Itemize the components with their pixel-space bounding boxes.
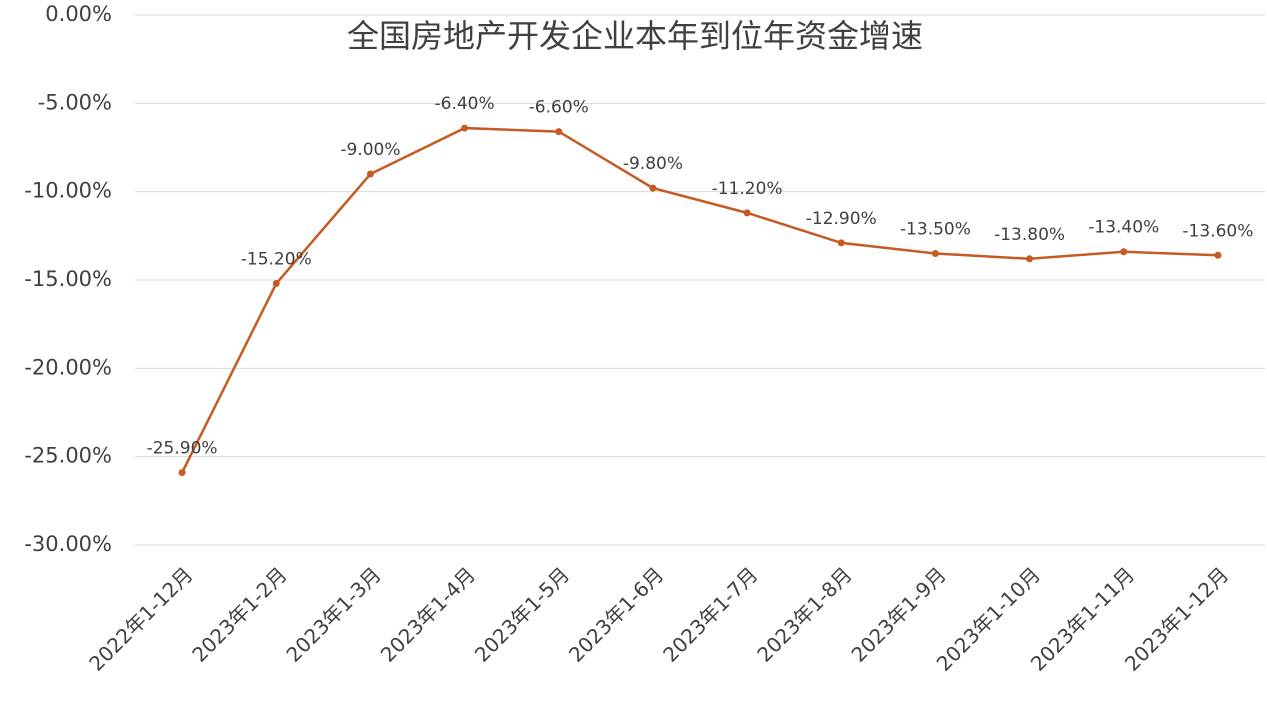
point — [272, 280, 280, 288]
data-label: -12.90% — [806, 209, 877, 229]
x-tick-label: 2023年1-8月 — [752, 562, 856, 666]
data-label: -13.50% — [900, 220, 971, 240]
point — [837, 239, 845, 247]
data-label: -9.00% — [340, 140, 400, 160]
x-tick-label: 2022年1-12月 — [84, 562, 197, 675]
data-label: -13.40% — [1088, 218, 1159, 238]
x-tick-label: 2023年1-5月 — [470, 562, 574, 666]
x-tick-label: 2023年1-3月 — [281, 562, 385, 666]
point — [366, 170, 374, 178]
point — [461, 124, 469, 132]
chart-title: 全国房地产开发企业本年到位年资金增速 — [347, 17, 923, 55]
y-tick-label: -30.00% — [24, 532, 112, 556]
point — [555, 128, 563, 136]
x-tick-label: 2023年1-4月 — [376, 562, 480, 666]
y-tick-label: 0.00% — [45, 2, 112, 26]
y-tick-label: -10.00% — [24, 179, 112, 203]
data-label: -6.60% — [529, 98, 589, 118]
point — [178, 469, 186, 477]
point — [1214, 251, 1222, 259]
y-tick-label: -15.00% — [24, 267, 112, 291]
y-tick-label: -20.00% — [24, 355, 112, 379]
data-label: -15.20% — [241, 250, 312, 270]
data-label: -11.20% — [712, 179, 783, 199]
y-tick-label: -25.00% — [24, 444, 112, 468]
x-tick-label: 2023年1-7月 — [658, 562, 762, 666]
point — [743, 209, 751, 217]
point — [649, 184, 657, 192]
point — [1026, 255, 1034, 263]
x-tick-label: 2023年1-6月 — [564, 562, 668, 666]
line — [180, 126, 1218, 474]
data-label: -25.90% — [147, 439, 218, 459]
data-label: -6.40% — [435, 94, 495, 114]
point — [1120, 248, 1128, 256]
data-label: -13.60% — [1182, 221, 1253, 241]
point — [931, 250, 939, 257]
y-tick-label: -5.00% — [38, 90, 112, 114]
data-label: -9.80% — [623, 154, 683, 174]
x-tick-label: 2023年1-9月 — [846, 562, 950, 666]
data-label: -13.80% — [994, 225, 1065, 245]
x-tick-label: 2023年1-2月 — [187, 562, 291, 666]
